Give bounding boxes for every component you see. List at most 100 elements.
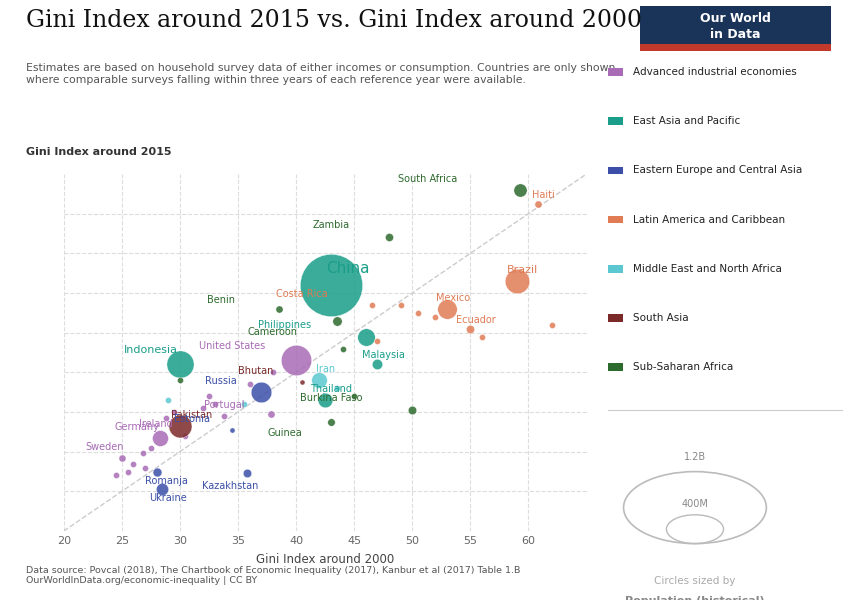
Text: Haiti: Haiti [532, 190, 555, 200]
Text: Benin: Benin [207, 295, 235, 305]
Text: Latin America and Caribbean: Latin America and Caribbean [633, 215, 785, 224]
Point [173, 359, 187, 369]
Text: Ecuador: Ecuador [456, 315, 496, 325]
Text: Estimates are based on household survey data of either incomes or consumption. C: Estimates are based on household survey … [26, 63, 615, 85]
Text: Romanja: Romanja [144, 476, 187, 486]
Point [336, 344, 349, 353]
Text: Pakistan: Pakistan [171, 410, 212, 420]
Point [167, 407, 181, 417]
Text: United States: United States [199, 341, 265, 351]
Text: Population (historical): Population (historical) [625, 596, 765, 600]
Point [115, 453, 128, 463]
FancyBboxPatch shape [640, 6, 831, 46]
Text: South Africa: South Africa [398, 173, 457, 184]
Text: Kazakhstan: Kazakhstan [201, 481, 258, 491]
Point [109, 470, 122, 480]
Text: Our World: Our World [700, 12, 771, 25]
Point [208, 399, 222, 409]
Point [243, 379, 257, 389]
Text: Gini Index around 2015: Gini Index around 2015 [26, 147, 171, 157]
Text: Data source: Povcal (2018), The Chartbook of Economic Inequality (2017), Kanbur : Data source: Povcal (2018), The Chartboo… [26, 566, 520, 585]
Point [289, 356, 303, 365]
Text: Mexico: Mexico [436, 293, 470, 302]
Text: China: China [326, 260, 370, 275]
Text: Ireland: Ireland [139, 419, 173, 430]
Point [150, 467, 163, 476]
Point [218, 411, 231, 421]
Point [545, 320, 558, 329]
Point [264, 409, 277, 418]
Text: in Data: in Data [711, 28, 761, 41]
Point [330, 316, 343, 326]
Point [330, 383, 343, 393]
Text: Eastern Europe and Central Asia: Eastern Europe and Central Asia [633, 166, 802, 175]
Text: Sweden: Sweden [85, 442, 123, 452]
Text: Sub-Saharan Africa: Sub-Saharan Africa [633, 362, 734, 372]
Point [365, 300, 378, 310]
Point [324, 280, 337, 290]
Text: 1.2B: 1.2B [684, 452, 706, 462]
Text: Thailand: Thailand [310, 384, 352, 394]
Text: Iran: Iran [315, 364, 335, 374]
Text: Gini Index around 2015 vs. Gini Index around 2000: Gini Index around 2015 vs. Gini Index ar… [26, 9, 642, 32]
Point [359, 332, 372, 341]
Point [394, 300, 407, 310]
Text: Guinea: Guinea [267, 428, 302, 438]
Text: Portugal: Portugal [204, 400, 244, 410]
Point [225, 425, 239, 435]
Text: Malaysia: Malaysia [362, 350, 405, 361]
Point [440, 304, 454, 314]
Point [463, 324, 477, 334]
Point [531, 199, 545, 209]
Point [254, 388, 268, 397]
Point [313, 376, 326, 385]
Text: 400M: 400M [682, 499, 708, 509]
Point [266, 368, 280, 377]
Point [173, 376, 187, 385]
Point [510, 276, 524, 286]
Text: Estonia: Estonia [173, 414, 210, 424]
Text: Cameroon: Cameroon [248, 326, 298, 337]
Point [241, 468, 254, 478]
Text: Advanced industrial economies: Advanced industrial economies [633, 67, 797, 77]
Point [371, 359, 384, 369]
Point [513, 185, 527, 194]
Text: Middle East and North Africa: Middle East and North Africa [633, 264, 782, 274]
Text: Russia: Russia [205, 376, 236, 386]
Point [405, 405, 419, 415]
Point [127, 459, 140, 469]
Text: Philippines: Philippines [258, 320, 311, 330]
Point [411, 308, 425, 317]
Point [173, 421, 187, 431]
Text: South Asia: South Asia [633, 313, 688, 323]
Point [428, 312, 442, 322]
Point [153, 433, 167, 443]
Point [136, 448, 150, 458]
Point [237, 399, 251, 409]
Point [371, 336, 384, 346]
Point [178, 431, 191, 440]
Point [382, 232, 396, 241]
Point [121, 467, 134, 476]
Text: Bhutan: Bhutan [238, 365, 273, 376]
Point [272, 304, 286, 314]
Text: Indonesia: Indonesia [124, 345, 178, 355]
Point [475, 332, 489, 341]
Point [318, 395, 332, 405]
Point [295, 377, 309, 386]
Text: Burkina Faso: Burkina Faso [300, 393, 362, 403]
Point [162, 395, 175, 405]
X-axis label: Gini Index around 2000: Gini Index around 2000 [256, 553, 394, 566]
Point [144, 443, 158, 452]
FancyBboxPatch shape [640, 44, 831, 51]
Text: Zambia: Zambia [312, 220, 349, 230]
Point [348, 391, 361, 401]
Text: Circles sized by: Circles sized by [654, 576, 735, 586]
Text: Germany: Germany [115, 422, 159, 432]
Text: Ukraine: Ukraine [150, 493, 187, 503]
Point [159, 413, 173, 423]
Point [324, 418, 337, 427]
Point [202, 391, 216, 401]
Point [156, 484, 169, 494]
Text: Brazil: Brazil [507, 265, 538, 275]
